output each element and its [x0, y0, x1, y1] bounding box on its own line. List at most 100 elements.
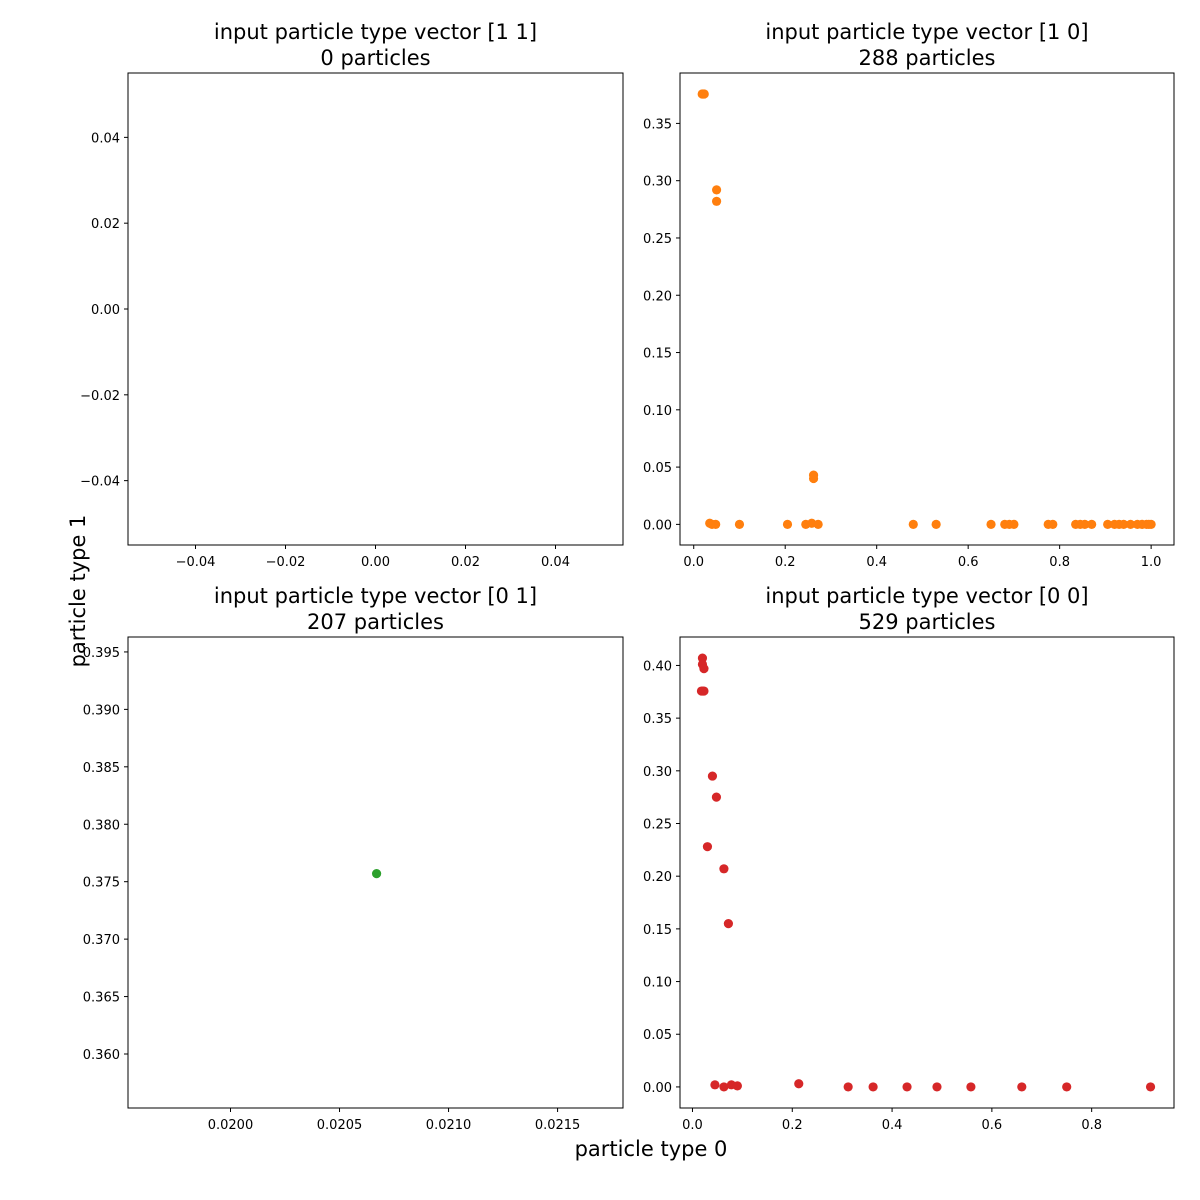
scatter-point [699, 89, 709, 99]
y-tick-label: 0.30 [643, 765, 672, 780]
scatter-point [734, 519, 745, 529]
x-tick-label: 0.0 [683, 555, 704, 570]
x-tick-label: 0.00 [361, 555, 390, 570]
scatter-point [711, 196, 722, 206]
subplot-3: input particle type vector [0 1]207 part… [83, 584, 624, 1133]
scatter-point [711, 792, 722, 802]
scatter-point [702, 842, 713, 852]
x-tick-label: 0.0205 [317, 1118, 363, 1133]
y-tick-label: 0.35 [643, 117, 672, 132]
y-tick-label: 0.00 [643, 518, 672, 533]
y-tick-label: 0.40 [643, 659, 672, 674]
subplot-title: input particle type vector [0 1] [214, 584, 537, 608]
y-tick-label: 0.02 [91, 217, 120, 232]
y-tick-label: 0.375 [83, 876, 120, 891]
subplot-count: 0 particles [320, 46, 430, 70]
y-tick-label: 0.00 [91, 303, 120, 318]
y-tick-label: 0.395 [83, 646, 120, 661]
subplot-2: input particle type vector [1 0]288 part… [643, 20, 1175, 570]
x-tick-label: −0.04 [176, 555, 216, 570]
x-tick-label: 0.0215 [535, 1118, 581, 1133]
scatter-point [710, 1080, 720, 1090]
scatter-point [813, 519, 823, 529]
axes-frame [679, 72, 1175, 546]
y-tick-label: 0.30 [643, 175, 672, 190]
subplot-count: 288 particles [859, 46, 996, 70]
subplot-4: input particle type vector [0 0]529 part… [643, 584, 1175, 1133]
x-tick-label: 0.4 [882, 1118, 903, 1133]
scatter-point [843, 1082, 853, 1092]
y-tick-label: 0.365 [83, 991, 120, 1006]
scatter-point [732, 1081, 742, 1091]
x-tick-label: 0.2 [782, 1118, 803, 1133]
scatter-point [719, 1082, 729, 1092]
y-tick-label: 0.10 [643, 404, 672, 419]
scatter-point [1146, 519, 1156, 529]
scatter-point [371, 869, 382, 879]
y-tick-label: 0.05 [643, 461, 672, 476]
y-tick-label: 0.360 [83, 1048, 120, 1063]
y-tick-label: 0.04 [91, 131, 120, 146]
y-tick-label: 0.15 [643, 923, 672, 938]
y-axis-title: particle type 1 [66, 515, 90, 668]
x-tick-label: 0.0 [682, 1118, 703, 1133]
scatter-point [711, 519, 721, 529]
x-tick-label: 0.6 [982, 1118, 1003, 1133]
scatter-point [908, 519, 918, 529]
scatter-point [1062, 1082, 1072, 1092]
scatter-point [699, 686, 709, 696]
y-tick-label: −0.02 [80, 389, 120, 404]
axes-frame [127, 636, 624, 1109]
x-tick-label: −0.02 [266, 555, 306, 570]
subplot-count: 207 particles [307, 610, 444, 634]
axes-frame [127, 72, 624, 546]
y-tick-label: 0.00 [643, 1081, 672, 1096]
scatter-point [794, 1079, 804, 1089]
y-tick-label: 0.385 [83, 761, 120, 776]
x-tick-label: 0.0210 [426, 1118, 472, 1133]
subplot-count: 529 particles [859, 610, 996, 634]
y-tick-label: 0.10 [643, 976, 672, 991]
axes-frame [679, 636, 1175, 1109]
y-tick-label: 0.20 [643, 870, 672, 885]
x-tick-label: 1.0 [1141, 555, 1162, 570]
x-tick-label: 0.4 [866, 555, 887, 570]
scatter-point [1048, 519, 1058, 529]
y-tick-label: 0.25 [643, 818, 672, 833]
scatter-point [1087, 519, 1097, 529]
scatter-point [868, 1082, 878, 1092]
x-tick-label: 0.8 [1049, 555, 1070, 570]
scatter-point [808, 473, 819, 484]
x-tick-label: 0.2 [775, 555, 796, 570]
x-axis-title: particle type 0 [575, 1137, 728, 1161]
scatter-point [1119, 519, 1129, 529]
scatter-point [719, 864, 729, 874]
subplot-title: input particle type vector [1 0] [765, 20, 1088, 44]
x-tick-label: 0.0200 [208, 1118, 254, 1133]
y-tick-label: 0.380 [83, 818, 120, 833]
x-tick-label: 0.02 [451, 555, 480, 570]
scatter-point [723, 919, 734, 929]
scatter-point [902, 1082, 912, 1092]
scatter-point [1103, 519, 1113, 529]
subplot-title: input particle type vector [0 0] [765, 584, 1088, 608]
y-tick-label: 0.20 [643, 289, 672, 304]
subplot-title: input particle type vector [1 1] [214, 20, 537, 44]
scatter-point [1125, 519, 1136, 529]
scatter-point [699, 664, 709, 674]
scatter-point [932, 1082, 942, 1092]
scatter-point [697, 653, 708, 663]
scatter-point [986, 519, 996, 529]
y-tick-label: 0.370 [83, 933, 120, 948]
y-tick-label: 0.15 [643, 347, 672, 362]
subplot-1: input particle type vector [1 1]0 partic… [80, 20, 624, 570]
y-tick-label: 0.35 [643, 712, 672, 727]
scatter-point [711, 185, 722, 195]
y-tick-label: 0.390 [83, 703, 120, 718]
scatter-point [1009, 519, 1019, 529]
x-tick-label: 0.8 [1081, 1118, 1102, 1133]
x-tick-label: 0.04 [541, 555, 570, 570]
scatter-point [1017, 1082, 1027, 1092]
scatter-point [1145, 1082, 1156, 1092]
